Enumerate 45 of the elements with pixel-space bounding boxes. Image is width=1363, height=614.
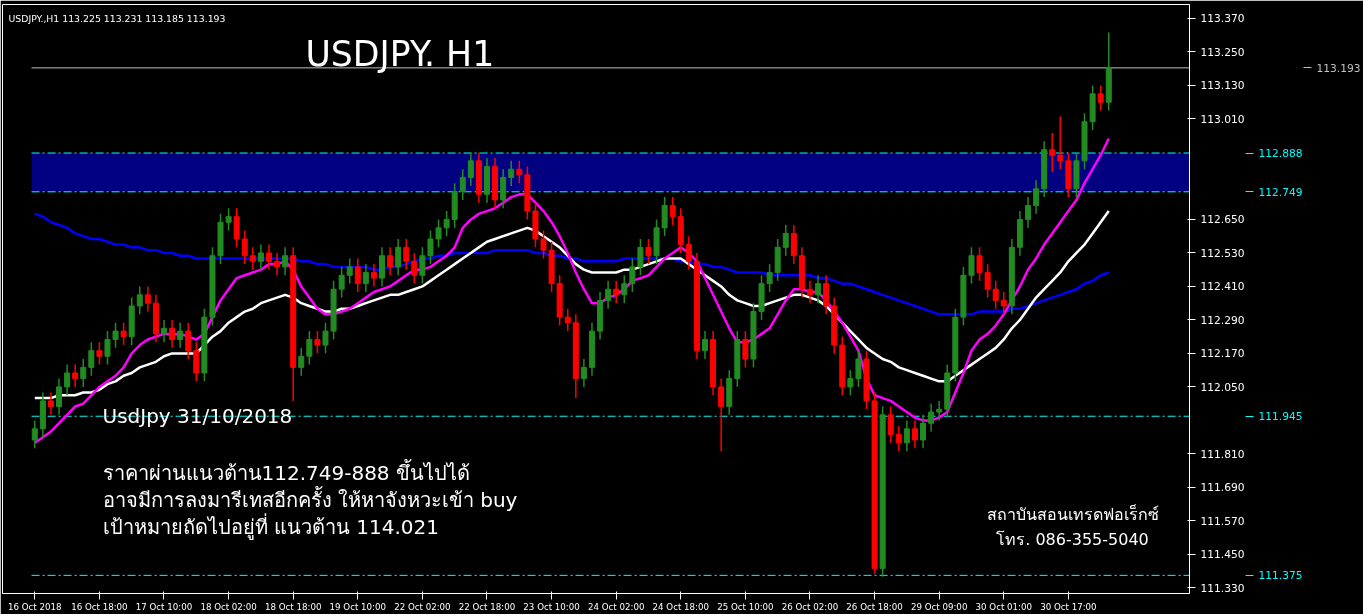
annotation: UsdJpy 31/10/2018	[102, 403, 293, 428]
x-tick-label: 25 Oct 10:00	[717, 601, 774, 612]
y-tick-label: 112.410	[1200, 280, 1245, 294]
y-tick-label: 112.650	[1200, 213, 1245, 227]
x-tick-label: 30 Oct 17:00	[1040, 601, 1097, 612]
ref-line-label: 112.749	[1258, 185, 1303, 199]
y-tick-label: 112.290	[1200, 313, 1245, 327]
x-tick-label: 22 Oct 18:00	[458, 601, 516, 612]
y-tick-label: 113.250	[1200, 45, 1245, 59]
x-tick-label: 19 Oct 10:00	[329, 601, 387, 612]
y-tick-label: 113.010	[1200, 112, 1245, 126]
x-tick-label: 26 Oct 18:00	[846, 601, 903, 612]
y-tick-label: 111.450	[1200, 548, 1245, 562]
x-tick-label: 24 Oct 18:00	[652, 601, 710, 612]
x-tick-label: 26 Oct 02:00	[781, 601, 839, 612]
x-tick-label: 18 Oct 02:00	[200, 601, 257, 612]
y-tick-label: 111.810	[1200, 447, 1245, 461]
ref-line-label: 111.945	[1258, 410, 1303, 424]
x-tick-label: 18 Oct 18:00	[264, 601, 322, 612]
x-tick-label: 16 Oct 18:00	[71, 601, 128, 612]
y-tick-label: 112.050	[1200, 380, 1245, 394]
x-tick-label: 24 Oct 02:00	[587, 601, 645, 612]
annotation: ราคาผ่านแนวต้าน112.749-888 ขึ้นไปได้	[102, 458, 470, 485]
y-tick-label: 111.690	[1200, 481, 1245, 495]
annotation: โทร. 086-355-5040	[996, 530, 1149, 549]
annotation: เป้าหมายถัดไปอยู่ที่ แนวต้าน 114.021	[102, 512, 439, 540]
x-tick-label: 16 Oct 2018	[8, 601, 62, 612]
y-tick-label: 111.330	[1200, 581, 1245, 595]
ref-line-label: 111.375	[1258, 569, 1303, 583]
ref-line-label: 113.193	[1316, 61, 1361, 75]
x-tick-label: 17 Oct 10:00	[135, 601, 193, 612]
y-tick-label: 112.530	[1200, 246, 1245, 260]
x-tick-label: 30 Oct 01:00	[975, 601, 1032, 612]
x-tick-label: 22 Oct 02:00	[394, 601, 451, 612]
y-tick-label: 111.570	[1200, 514, 1245, 528]
y-tick-label: 113.370	[1200, 12, 1245, 26]
ref-line-label: 112.888	[1258, 147, 1303, 161]
text: USDJPY. H1	[305, 33, 495, 74]
annotation: อาจมีการลงมารีเทสอีกครั้ง ให้หาจังหวะเข้า buy	[102, 485, 518, 512]
annotation: USDJPY.,H1 113.225 113.231 113.185 113.193	[8, 13, 226, 24]
annotation: สถาบันสอนเทรดฟอเร็กซ์	[986, 504, 1159, 524]
y-tick-label: 112.170	[1200, 347, 1245, 361]
y-tick-label: 113.130	[1200, 79, 1245, 93]
x-tick-label: 23 Oct 10:00	[523, 601, 580, 612]
x-tick-label: 29 Oct 09:00	[910, 601, 968, 612]
